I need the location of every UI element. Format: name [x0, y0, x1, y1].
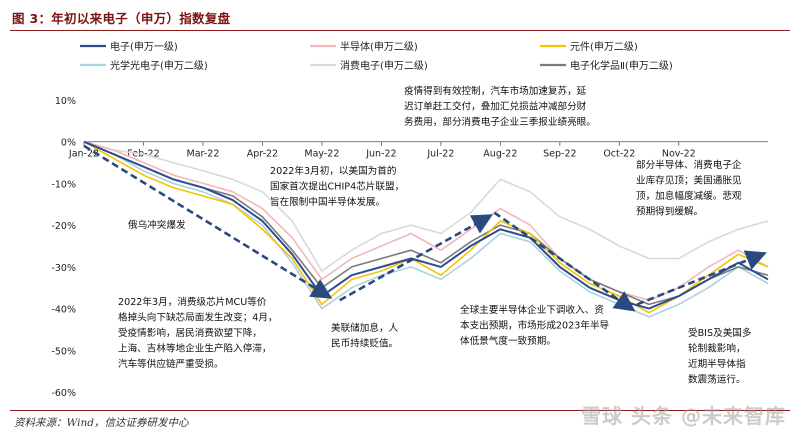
annotation-line: 近期半导体指: [688, 358, 746, 370]
annotation-line: 务费用，部分消费电子企业三季报业绩亮眼。: [404, 116, 596, 128]
annotation-line: 全球主要半导体企业下调收入、资: [460, 304, 604, 316]
annotation-bis: 受BIS及美国多轮制裁影响， 近期半导体指数震荡运行。: [688, 327, 752, 386]
x-tick-label: Jul-22: [426, 149, 454, 160]
series-line: [83, 140, 769, 318]
y-tick-label: -10%: [51, 179, 76, 190]
x-tick-label: Mar-22: [187, 149, 220, 160]
trend-arrow: [83, 144, 333, 299]
x-tick-label: Jun-22: [365, 149, 396, 160]
annotation-line: 顶，加息幅度减缓。悲观: [636, 190, 742, 202]
y-tick-label: -30%: [51, 263, 76, 274]
annotation-line: 俄乌冲突爆发: [128, 219, 186, 231]
annotation-fed: 美联储加息，人民币持续贬值。: [331, 322, 399, 350]
legend-label: 光学光电子(申万二级): [110, 59, 208, 72]
watermark: 雪球 头条 @未来智库: [581, 404, 786, 428]
y-tick-label: 10%: [55, 96, 76, 107]
legend-label: 电子化学品Ⅱ(申万二级): [570, 59, 673, 72]
legend-label: 元件(申万二级): [570, 40, 638, 53]
legend-label: 电子(申万一级): [110, 40, 178, 53]
annotation-epidemic: 疫情得到有效控制，汽车市场加速复苏，延迟订单赶工交付，叠加汇兑损益冲减部分财务费…: [404, 85, 596, 128]
x-tick-label: Oct-22: [603, 149, 635, 160]
y-tick-label: -40%: [51, 305, 76, 316]
series-line: [83, 140, 769, 272]
x-tick-label: Jan-22: [68, 149, 99, 160]
annotation-line: 国家首次提出CHIP4芯片联盟，: [270, 181, 404, 193]
annotation-line: 民币持续贬值。: [331, 338, 398, 350]
trend-arrow: [493, 211, 636, 312]
annotation-line: 数震荡运行。: [688, 374, 746, 386]
y-tick-label: -20%: [51, 221, 76, 232]
x-tick-label: Apr-22: [247, 149, 278, 160]
annotation-line: 美联储加息，人: [331, 322, 399, 334]
x-tick-label: Sep-22: [543, 149, 576, 160]
annotation-line: 受疫情影响，居民消费欲望下降，: [118, 327, 262, 339]
annotation-line: 上海、吉林等地企业生产陷入停滞，: [118, 343, 272, 355]
y-tick-label: 0%: [61, 138, 76, 149]
legend-label: 半导体(申万二级): [340, 40, 418, 53]
annotation-inventory: 部分半导体、消费电子企业库存见顶；美国通胀见顶，加息幅度减缓。悲观预期得到缓解。: [636, 159, 742, 218]
title-rule: [10, 30, 790, 31]
annotation-line: 格掉头向下缺芯局面发生改变；4月，: [118, 312, 278, 324]
trend-arrows: [83, 144, 767, 312]
source-note: 资料来源：Wind，信达证券研发中心: [14, 417, 189, 429]
annotation-line: 部分半导体、消费电子企: [636, 159, 742, 171]
series-line: [83, 141, 769, 314]
legend-label: 消费电子(申万二级): [340, 59, 428, 72]
x-tick-label: Aug-22: [483, 149, 517, 160]
annotation-line: 旨在限制中国半导体发展。: [270, 196, 385, 208]
annotation-line: 2022年3月，消费级芯片MCU等价: [118, 296, 267, 308]
annotation-mcu: 2022年3月，消费级芯片MCU等价格掉头向下缺芯局面发生改变；4月， 受疫情影响…: [118, 296, 278, 370]
x-tick-label: May-22: [304, 149, 339, 160]
trend-arrow: [339, 214, 493, 302]
series-line: [83, 140, 769, 310]
annotation-global: 全球主要半导体企业下调收入、资本支出预期，市场形成2023年半导体低景气度一致预…: [460, 304, 610, 347]
bottom-rule: [10, 410, 790, 411]
x-tick-label: Nov-22: [662, 149, 696, 160]
annotation-line: 业库存见顶；美国通胀见: [636, 175, 742, 187]
axes: 10%0%-10%-20%-30%-40%-50%-60%Jan-22 Feb-2…: [51, 96, 768, 399]
annotation-line: 轮制裁影响，: [688, 343, 746, 355]
annotation-line: 疫情得到有效控制，汽车市场加速复苏，延: [404, 85, 587, 97]
legend: 电子(申万一级) 半导体(申万二级) 元件(申万二级) 光学光电子(申万二级) 消费电子…: [80, 40, 673, 72]
y-tick-label: -60%: [51, 388, 76, 399]
annotation-ukraine: 俄乌冲突爆发: [128, 219, 186, 231]
annotation-line: 本支出预期，市场形成2023年半导: [460, 320, 610, 332]
annotation-line: 体低景气度一致预期。: [460, 335, 556, 347]
trend-arrow: [636, 250, 767, 306]
annotation-line: 受BIS及美国多: [688, 327, 752, 339]
annotation-line: 预期得到缓解。: [636, 206, 703, 218]
y-tick-label: -50%: [51, 346, 76, 357]
annotation-line: 汽车等供应链严重受损。: [118, 358, 224, 370]
annotations: 俄乌冲突爆发 2022年3月初，以美国为首的国家首次提出CHIP4芯片联盟， 旨在限…: [118, 85, 752, 386]
annotation-chip4: 2022年3月初，以美国为首的国家首次提出CHIP4芯片联盟， 旨在限制中国半导体…: [270, 165, 404, 208]
chart-svg: 电子(申万一级) 半导体(申万二级) 元件(申万二级) 光学光电子(申万二级) 消费电子…: [51, 40, 769, 399]
figure-title: 图 3：年初以来电子（申万）指数复盘: [12, 11, 231, 26]
annotation-line: 迟订单赶工交付，叠加汇兑损益冲减部分财: [404, 101, 587, 113]
annotation-line: 2022年3月初，以美国为首的: [270, 165, 396, 177]
